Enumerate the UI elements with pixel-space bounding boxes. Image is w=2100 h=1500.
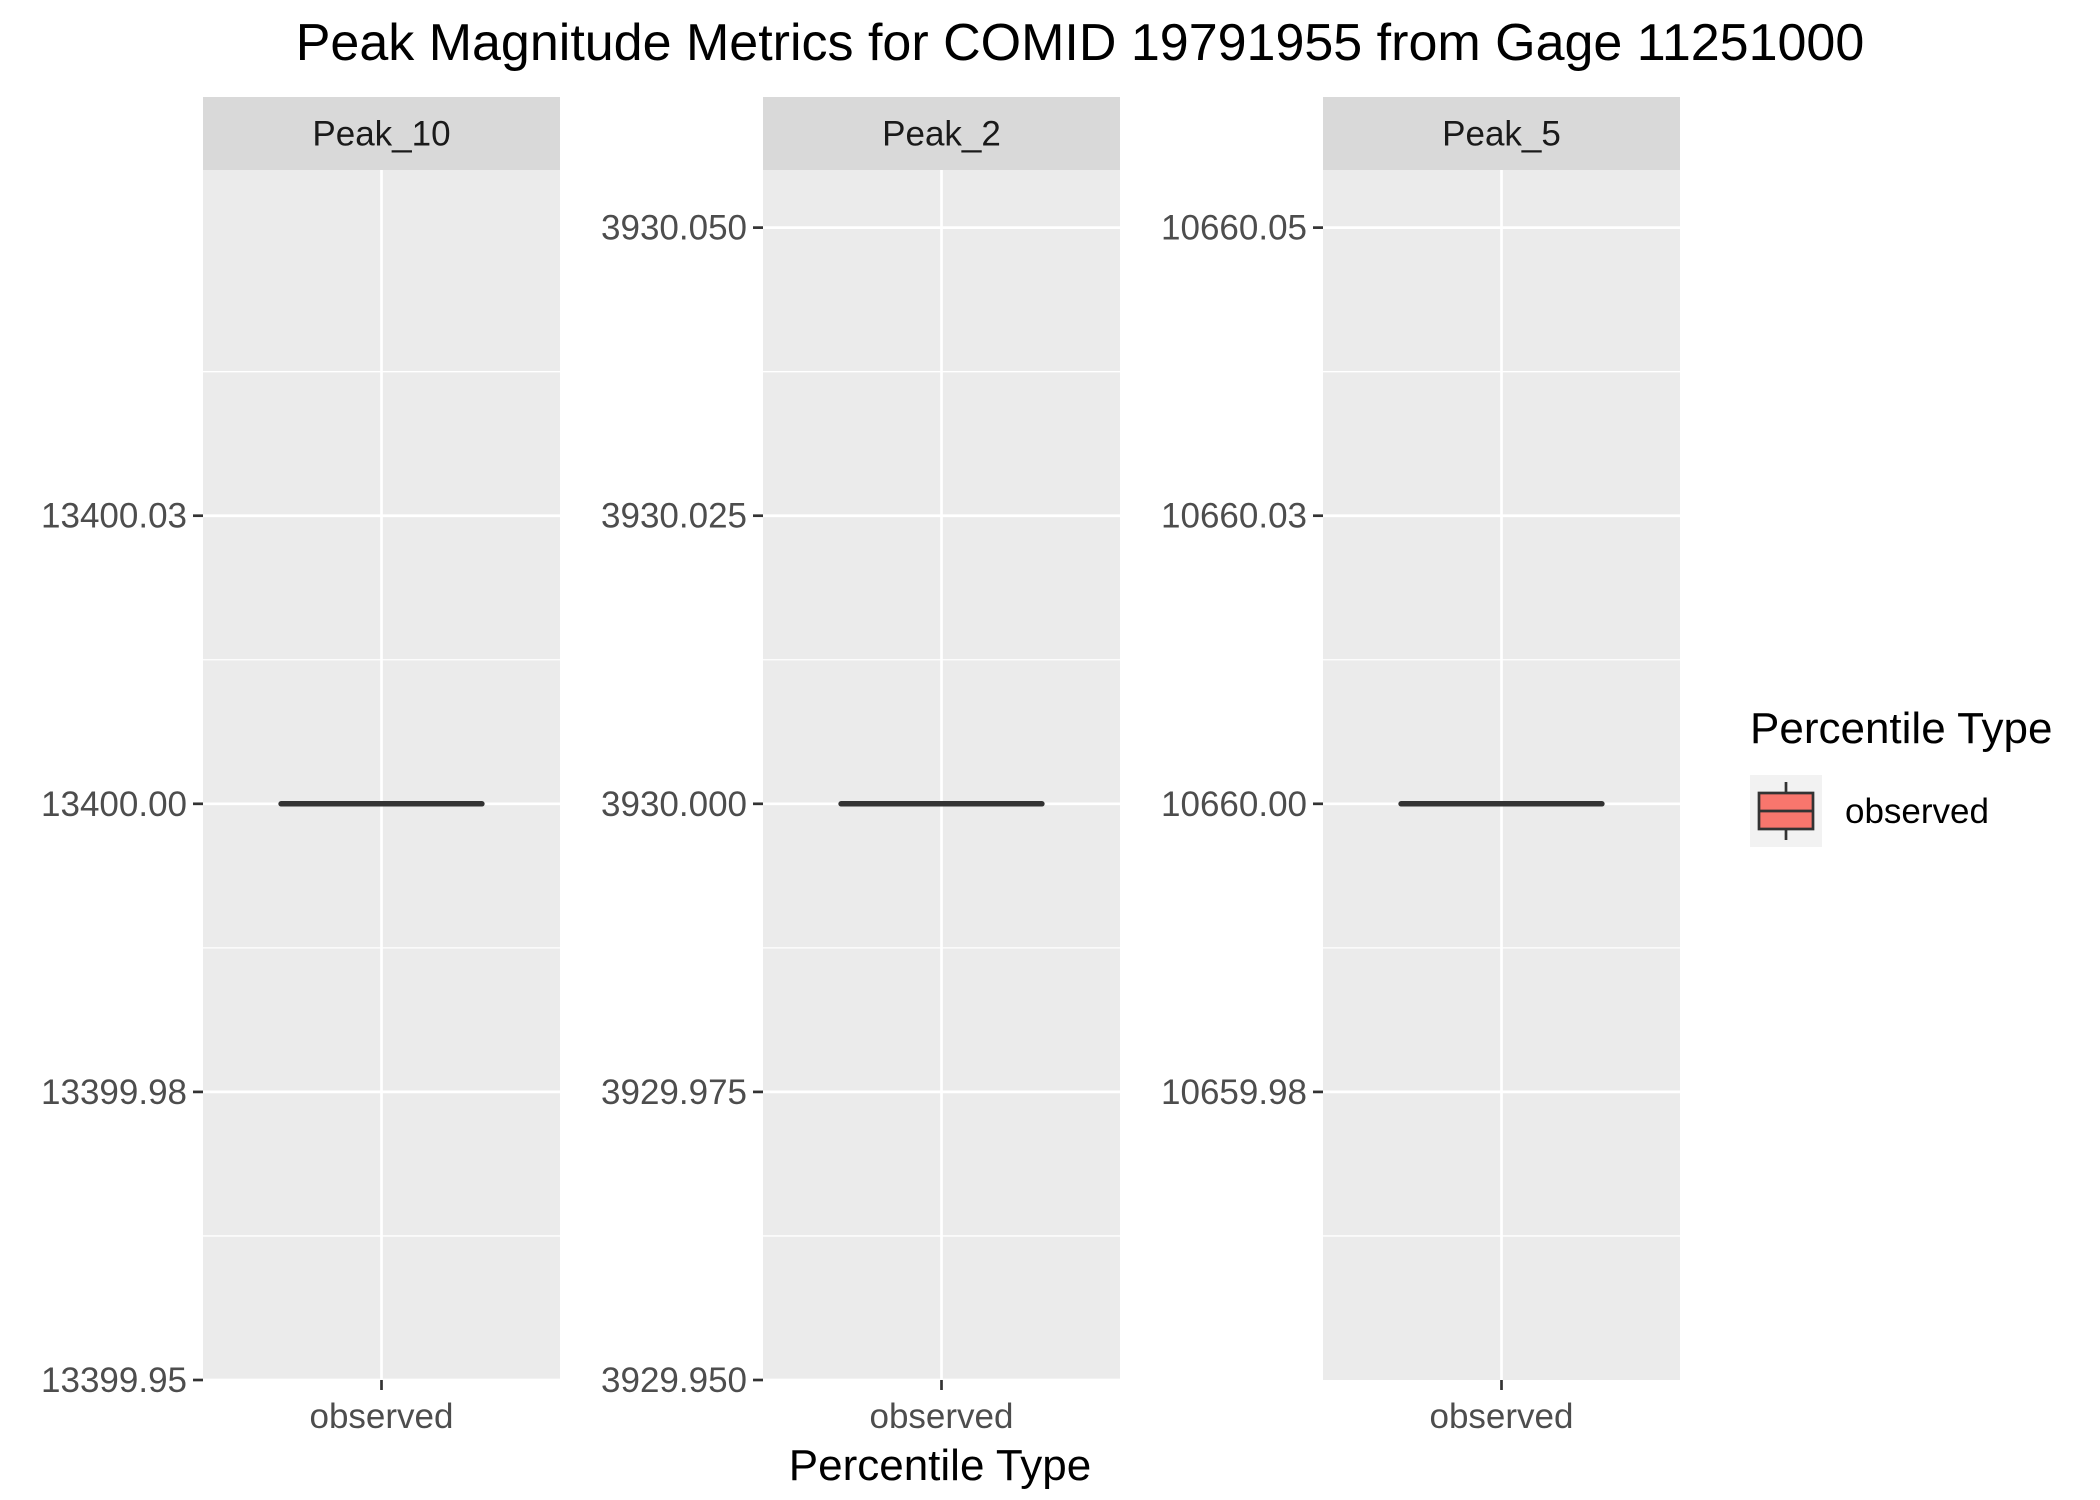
- legend: Percentile Type observed: [1750, 704, 2052, 847]
- facet-panel-peak-10: Peak_10 13399.95 13399.98 13400.00 13400.03 o…: [41, 97, 560, 1436]
- facet-strip: [203, 97, 560, 170]
- x-tick-label: observed: [870, 1397, 1014, 1436]
- legend-title: Percentile Type: [1750, 704, 2052, 753]
- facet-strip-label: Peak_2: [882, 115, 1001, 154]
- chart-title: Peak Magnitude Metrics for COMID 1979195…: [296, 14, 1865, 72]
- y-tick-label: 13400.03: [41, 497, 187, 536]
- facet-strip-label: Peak_5: [1442, 115, 1561, 154]
- y-tick-label: 3930.050: [601, 209, 747, 248]
- x-tick-label: observed: [1430, 1397, 1574, 1436]
- y-tick-label: 10660.03: [1161, 497, 1307, 536]
- y-tick-label: 10660.05: [1161, 209, 1307, 248]
- y-tick-label: 13399.95: [41, 1361, 187, 1400]
- panels: Peak_10 13399.95 13399.98 13400.00 13400.03 o…: [41, 97, 1680, 1436]
- x-tick-label: observed: [310, 1397, 454, 1436]
- legend-entry-label: observed: [1845, 792, 1989, 831]
- y-tick-label: 3930.000: [601, 785, 747, 824]
- facet-panel-peak-2: Peak_2 3929.950 3929.975 3930.000 3930.025 39…: [601, 97, 1120, 1436]
- facet-panel-peak-5: Peak_5 10659.98 10660.00 10660.03 10660.05 ob…: [1161, 97, 1680, 1436]
- y-tick-label: 10660.00: [1161, 785, 1307, 824]
- y-tick-label: 3930.025: [601, 497, 747, 536]
- facet-strip-label: Peak_10: [312, 115, 450, 154]
- y-tick-label: 3929.975: [601, 1073, 747, 1112]
- y-tick-label: 13399.98: [41, 1073, 187, 1112]
- x-axis-title: Percentile Type: [789, 1441, 1091, 1490]
- facet-strip: [1323, 97, 1680, 170]
- facet-strip: [763, 97, 1120, 170]
- y-tick-label: 13400.00: [41, 785, 187, 824]
- y-tick-label: 3929.950: [601, 1361, 747, 1400]
- y-tick-label: 10659.98: [1161, 1073, 1307, 1112]
- legend-key-box-icon: [1757, 782, 1815, 840]
